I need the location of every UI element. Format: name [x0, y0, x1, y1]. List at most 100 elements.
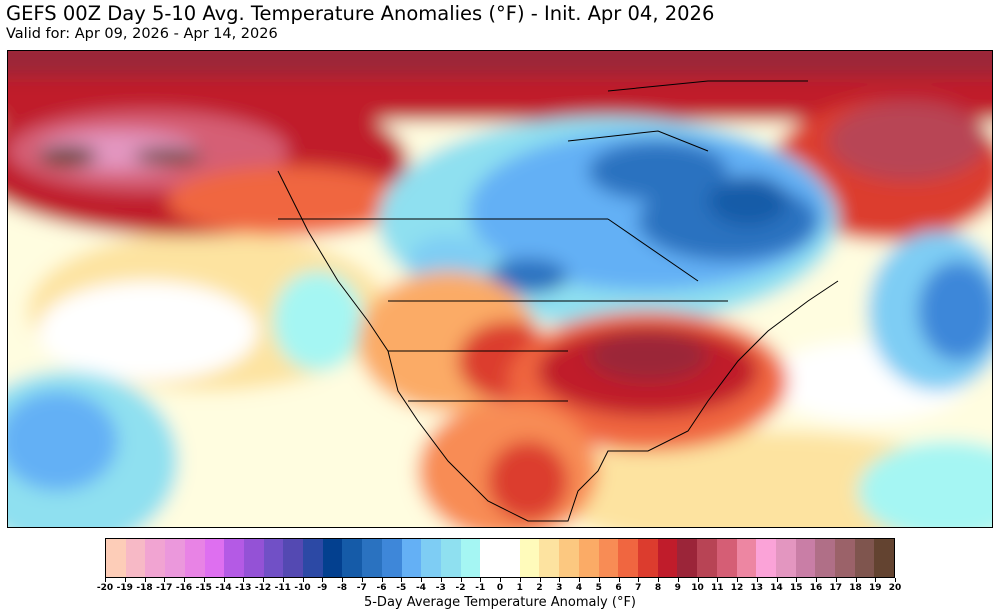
- colorbar-tick: [440, 578, 442, 582]
- anomaly-map: [7, 50, 993, 528]
- colorbar-tick: [638, 578, 640, 582]
- colorbar-tick-label: 4: [575, 583, 583, 593]
- colorbar-bin: [835, 539, 855, 577]
- colorbar-tick-label: -14: [215, 583, 232, 593]
- colorbar-tick-label: 10: [691, 583, 704, 593]
- anomaly-region: [488, 441, 568, 521]
- colorbar-tick-label: -2: [455, 583, 466, 593]
- colorbar-tick: [559, 578, 561, 582]
- colorbar-tick-label: 7: [635, 583, 642, 593]
- valid-dates: Valid for: Apr 09, 2026 - Apr 14, 2026: [6, 26, 278, 42]
- colorbar-tick: [658, 578, 659, 582]
- colorbar-tick-label: -12: [254, 583, 272, 593]
- colorbar-bin: [322, 539, 343, 577]
- anomaly-region: [38, 146, 98, 166]
- colorbar-tick: [184, 578, 185, 582]
- colorbar-bin: [106, 539, 126, 577]
- colorbar-tick: [460, 578, 462, 582]
- colorbar-tick: [598, 578, 600, 582]
- colorbar-tick: [756, 578, 758, 582]
- colorbar-tick: [717, 578, 719, 582]
- colorbar-tick-label: 15: [789, 583, 803, 593]
- colorbar-bin: [519, 539, 540, 577]
- anomaly-region: [708, 176, 788, 226]
- colorbar-tick: [421, 578, 422, 582]
- colorbar-bin: [263, 539, 284, 577]
- colorbar-tick: [401, 578, 403, 582]
- colorbar-tick-label: 12: [730, 583, 744, 593]
- colorbar-tick-label: -16: [175, 583, 193, 593]
- colorbar-bin: [342, 539, 363, 577]
- colorbar-tick: [539, 578, 541, 582]
- anomaly-region: [488, 258, 568, 294]
- colorbar-tick: [835, 578, 837, 582]
- colorbar-tick-label: -9: [317, 583, 328, 593]
- colorbar-bin: [637, 539, 658, 577]
- colorbar-tick: [124, 578, 126, 582]
- colorbar-bin: [204, 539, 225, 577]
- colorbar-tick-label: -10: [294, 583, 311, 593]
- colorbar-bin: [283, 539, 304, 577]
- colorbar-label: 5-Day Average Temperature Anomaly (°F): [363, 595, 637, 610]
- colorbar-bin: [480, 539, 501, 577]
- colorbar-tick-label: -20: [96, 583, 114, 593]
- colorbar-tick-label: -19: [116, 583, 133, 593]
- colorbar-bin: [854, 539, 875, 577]
- colorbar-tick: [105, 578, 106, 582]
- colorbar-tick: [895, 578, 896, 582]
- colorbar-tick: [223, 578, 225, 582]
- colorbar-tick-label: -8: [337, 583, 347, 593]
- colorbar-tick: [322, 578, 324, 582]
- anomaly-region: [588, 331, 708, 381]
- colorbar-tick: [776, 578, 778, 582]
- colorbar-tick: [342, 578, 343, 582]
- colorbar-bin: [184, 539, 205, 577]
- colorbar-tick-label: -15: [195, 583, 212, 593]
- colorbar-bin: [815, 539, 836, 577]
- colorbar-bin: [775, 539, 796, 577]
- colorbar-tick-label: 14: [770, 583, 783, 593]
- colorbar-tick: [203, 578, 205, 582]
- colorbar-bin: [381, 539, 402, 577]
- chart-title: GEFS 00Z Day 5-10 Avg. Temperature Anoma…: [6, 2, 715, 25]
- colorbar-tick-label: 3: [556, 583, 563, 593]
- colorbar-tick-label: 17: [829, 583, 843, 593]
- colorbar-tick-label: -13: [235, 583, 252, 593]
- colorbar-bin: [598, 539, 619, 577]
- colorbar-tick-label: 5: [595, 583, 602, 593]
- colorbar-tick-label: 2: [536, 583, 543, 593]
- colorbar-tick: [381, 578, 383, 582]
- colorbar-tick-label: -6: [376, 583, 387, 593]
- colorbar-tick-label: 20: [888, 583, 902, 593]
- colorbar-bin: [224, 539, 244, 577]
- anomaly-region: [8, 391, 118, 491]
- colorbar-tick-label: -11: [274, 583, 291, 593]
- colorbar-bin: [657, 539, 678, 577]
- anomaly-region: [8, 51, 992, 76]
- colorbar-bin: [303, 539, 323, 577]
- colorbar-tick-label: 16: [809, 583, 823, 593]
- colorbar-tick: [519, 578, 521, 582]
- colorbar-bin: [618, 539, 638, 577]
- colorbar-bin: [401, 539, 422, 577]
- anomaly-region: [168, 166, 408, 236]
- colorbar-bin: [125, 539, 146, 577]
- colorbar-tick-label: 1: [516, 583, 523, 593]
- colorbar-tick: [361, 578, 363, 582]
- colorbar-bin: [874, 539, 895, 577]
- colorbar-tick: [697, 578, 699, 582]
- colorbar-bin: [697, 539, 717, 577]
- colorbar-tick-label: 19: [868, 583, 882, 593]
- colorbar-tick: [144, 578, 146, 582]
- colorbar-tick-label: -5: [396, 583, 407, 593]
- colorbar-tick-label: 8: [654, 583, 662, 593]
- colorbar-tick: [243, 578, 245, 582]
- colorbar-tick-label: -3: [435, 583, 446, 593]
- colorbar-bin: [362, 539, 382, 577]
- colorbar-tick: [816, 578, 817, 582]
- colorbar-tick: [875, 578, 877, 582]
- colorbar-bin: [500, 539, 520, 577]
- colorbar-bin: [559, 539, 579, 577]
- anomaly-region: [133, 148, 203, 164]
- colorbar-bin: [716, 539, 737, 577]
